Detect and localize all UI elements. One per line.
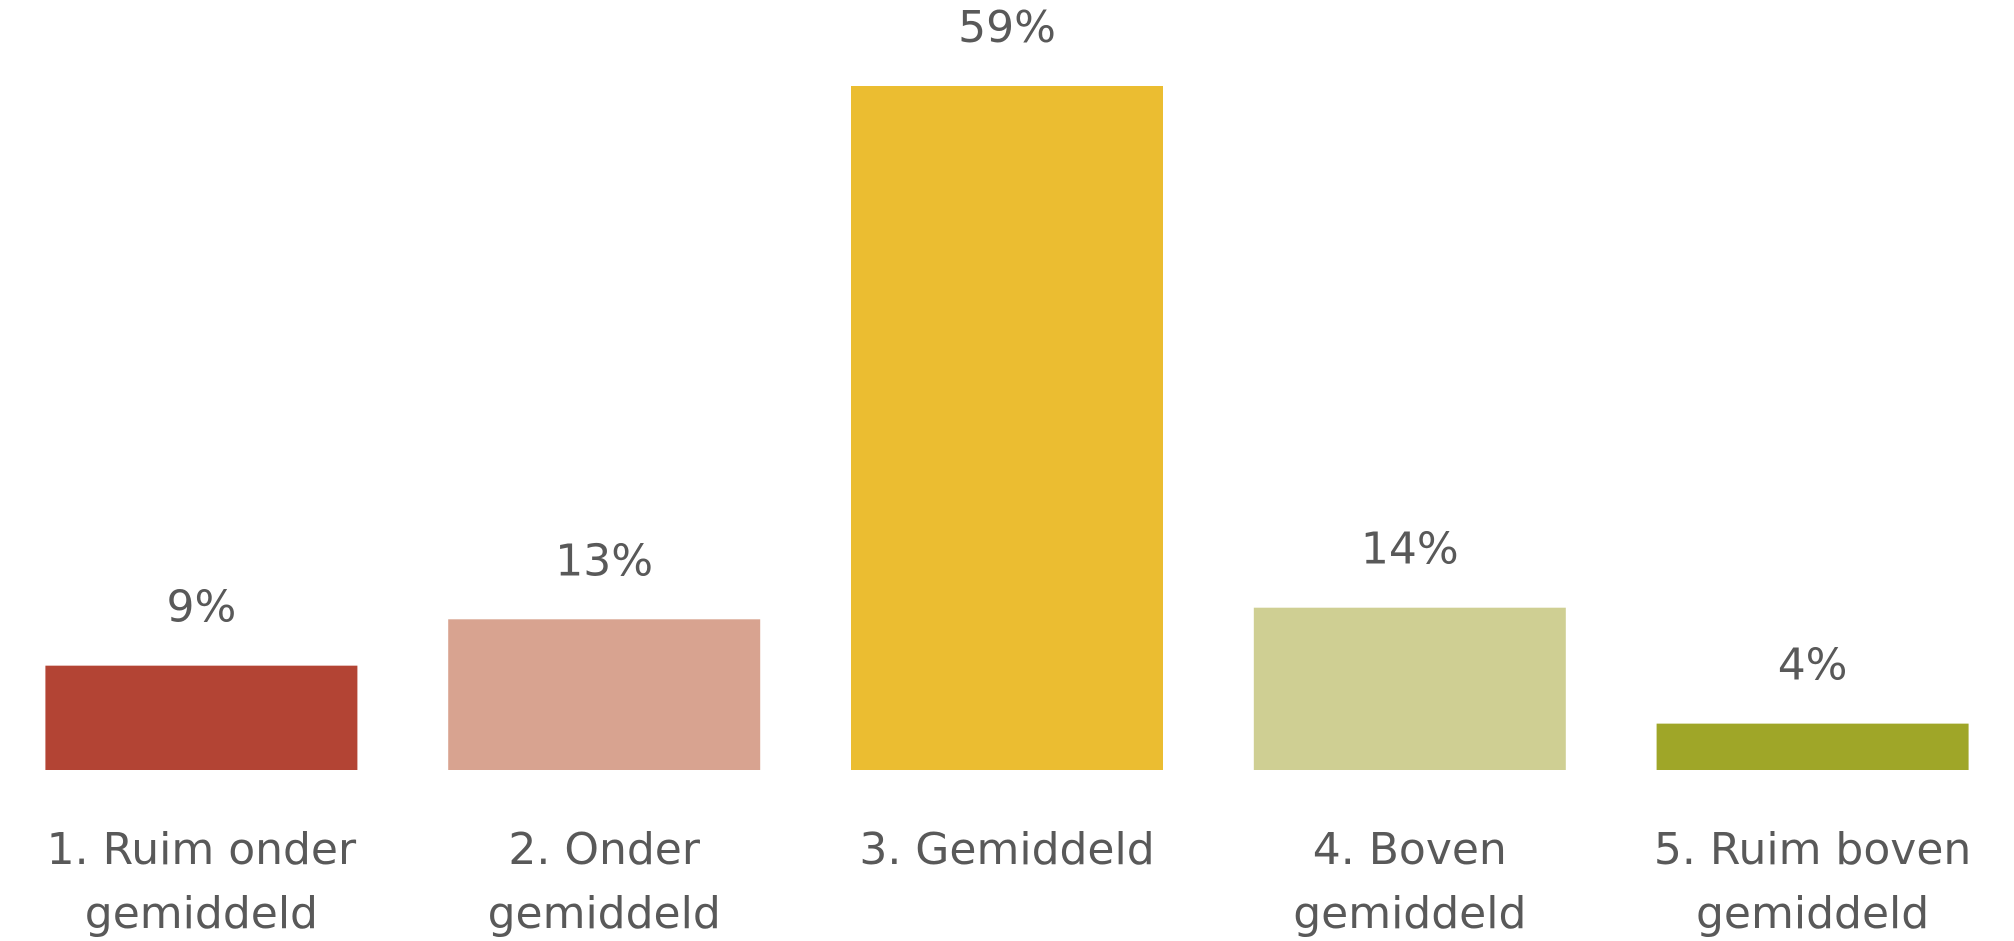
x-tick-label: 1. Ruim onder gemiddeld	[46, 824, 357, 939]
value-label: 9%	[166, 582, 236, 633]
value-label: 13%	[555, 535, 653, 586]
bar	[851, 86, 1163, 770]
bar	[45, 665, 358, 770]
value-label: 4%	[1778, 640, 1848, 691]
x-tick-label: 5. Ruim boven gemiddeld	[1653, 824, 1972, 939]
x-tick-label: 3. Gemiddeld	[859, 824, 1155, 875]
bar	[1253, 607, 1566, 770]
value-label: 59%	[958, 2, 1056, 53]
bar	[1656, 723, 1969, 770]
x-tick-label: 2. Onder gemiddeld	[487, 824, 721, 939]
bar	[448, 619, 761, 770]
value-label: 14%	[1361, 524, 1459, 575]
x-tick-label: 4. Boven gemiddeld	[1293, 824, 1527, 939]
